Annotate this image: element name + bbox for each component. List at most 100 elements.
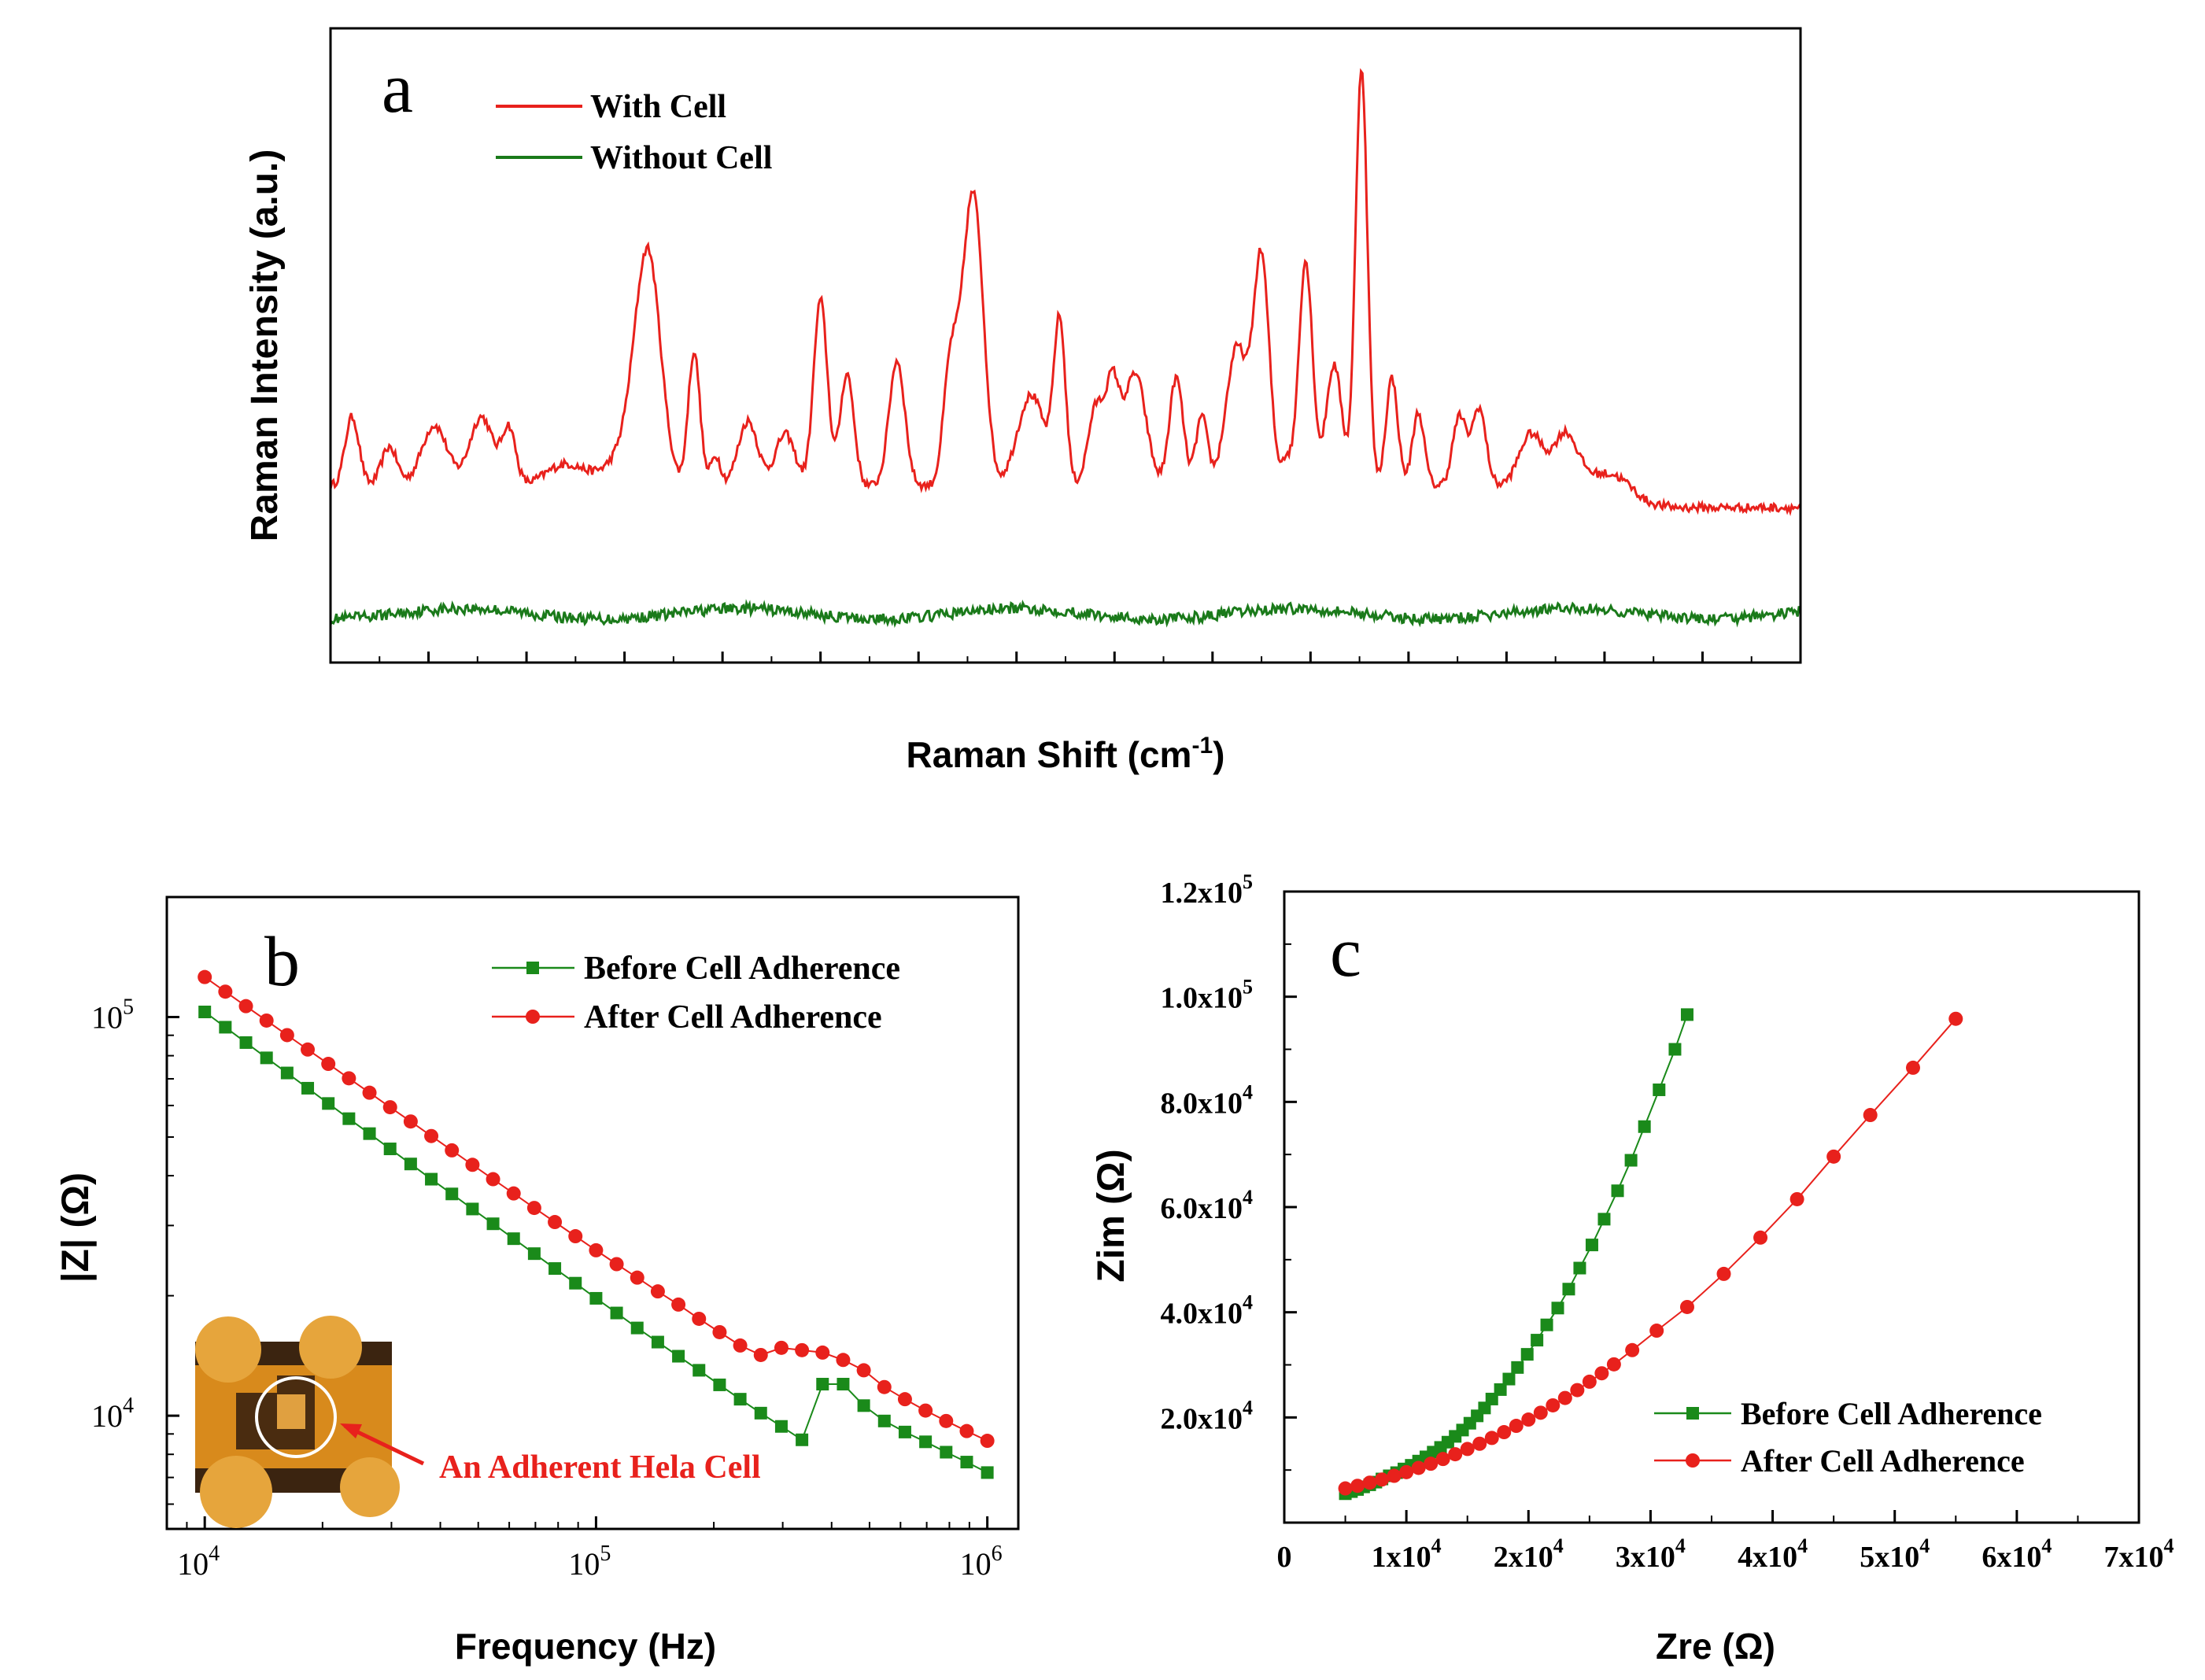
series-c-after-point (1594, 1366, 1609, 1381)
panel-a-y-axis-label: Raman Intensity (a.u.) (244, 150, 286, 542)
series-b-after-point (424, 1128, 439, 1143)
series-b-before-point (774, 1420, 788, 1433)
legend-b-before-marker (526, 962, 539, 974)
y-tick-label-c-exp: 5 (1243, 870, 1253, 893)
inset-electrode-bottom-right (340, 1457, 400, 1517)
series-c-after-point (1582, 1374, 1597, 1389)
x-tick-label-c-mant: 7x10 (2104, 1541, 2164, 1574)
y-tick-label-b-exp: 4 (123, 1394, 134, 1418)
series-b-before-point (693, 1364, 706, 1377)
series-c-after-point (1753, 1230, 1768, 1245)
series-c-after-point (1387, 1468, 1402, 1483)
series-b-before-point (919, 1435, 933, 1449)
series-c-after-point (1625, 1342, 1640, 1357)
x-tick-label-b-0: 104 (177, 1542, 220, 1582)
y-tick-label-c-mant: 1.2x10 (1161, 877, 1243, 910)
x-tick-label-c-mant: 4x10 (1738, 1541, 1797, 1574)
series-b-after-point (279, 1028, 294, 1043)
series-b-after-point (630, 1270, 645, 1285)
series-c-after-point (1399, 1464, 1414, 1479)
series-b-before-point (219, 1021, 232, 1034)
y-tick-label-b-base: 10 (91, 1000, 123, 1036)
panel-b-legend: Before Cell Adherence After Cell Adheren… (492, 951, 900, 1036)
panel-a-x-axis-label-main: Raman Shift (cm (907, 734, 1192, 775)
y-tick-label-c-mant: 8.0x10 (1161, 1087, 1243, 1120)
y-tick-label-c-exp: 4 (1243, 1291, 1253, 1314)
series-b-before-point (527, 1247, 541, 1261)
inset-hela-cell (277, 1394, 305, 1429)
x-tick-label-b-exp: 6 (992, 1542, 1003, 1566)
series-b-after-point (795, 1342, 810, 1357)
series-b-before-point (301, 1081, 315, 1095)
legend-c-after-label: After Cell Adherence (1741, 1443, 2025, 1479)
inset-electrode-top-left (195, 1316, 261, 1383)
x-tick-label-c-mant: 6x10 (1982, 1541, 2041, 1574)
panel-b-y-axis-label: |Z| (Ω) (55, 1172, 97, 1283)
panel-c-legend: Before Cell Adherence After Cell Adheren… (1654, 1396, 2042, 1479)
series-c-after-point (1362, 1475, 1377, 1490)
series-c-after-point (1679, 1299, 1694, 1314)
series-b-after-point (897, 1392, 912, 1407)
y-tick-label-c-mant: 6.0x10 (1161, 1192, 1243, 1225)
y-tick-label-c-exp: 4 (1243, 1186, 1253, 1209)
panel-a-letter: a (382, 50, 413, 127)
series-b-after-point (382, 1100, 397, 1115)
series-c-before-point (1551, 1302, 1564, 1315)
series-b-after-point (774, 1340, 789, 1355)
series-b-before-point (260, 1051, 273, 1065)
panel-b-frame (165, 895, 1020, 1530)
x-tick-label-b-base: 10 (568, 1546, 600, 1582)
series-b-after-point (815, 1345, 830, 1360)
legend-c-after-marker (1686, 1453, 1700, 1468)
series-b-after-point (486, 1172, 500, 1187)
series-b-after-point (712, 1324, 727, 1339)
series-b-after-point (671, 1297, 686, 1312)
series-b-before-point (733, 1393, 747, 1406)
series-c-after-point (1649, 1324, 1664, 1338)
series-c-after-point (1424, 1457, 1439, 1471)
x-tick-label-c-3: 3x104 (1616, 1534, 1686, 1574)
x-tick-label-c-2: 2x104 (1494, 1534, 1564, 1574)
series-without-cell-line (329, 599, 1802, 628)
series-b-before-point (816, 1378, 829, 1391)
series-b-after-point (321, 1057, 336, 1072)
series-c-after-point (1497, 1425, 1512, 1440)
panel-a-x-axis-label-end: ) (1213, 734, 1224, 775)
x-tick-label-c-4: 4x104 (1738, 1534, 1808, 1574)
series-c-before-point (1668, 1043, 1682, 1056)
inset-electrode-gap (236, 1375, 315, 1449)
series-c-after-point (1826, 1149, 1841, 1164)
series-c-before-point (1562, 1283, 1575, 1296)
series-b-after-point (877, 1379, 892, 1394)
x-tick-label-c-mant: 2x10 (1494, 1541, 1553, 1574)
series-b-before-point (940, 1446, 953, 1459)
series-c-before-point (1494, 1383, 1507, 1396)
series-b-after-point (692, 1311, 707, 1326)
series-c-after-point (1338, 1481, 1353, 1496)
series-c-after-point (1448, 1447, 1463, 1462)
series-b-before-point (466, 1202, 479, 1216)
series-b-after-point (259, 1013, 274, 1028)
series-c-after-point (1484, 1431, 1499, 1446)
series-b-after-point (753, 1347, 768, 1362)
x-tick-label-c-exp: 4 (2041, 1534, 2052, 1557)
series-b-before-point (569, 1276, 582, 1290)
series-c-before-point (1531, 1334, 1544, 1347)
series-b-after-point (733, 1338, 748, 1353)
series-c-before-point (1573, 1261, 1586, 1275)
panel-c-y-axis-label: Zim (Ω) (1091, 1149, 1132, 1282)
series-b-after-point (836, 1353, 851, 1368)
x-tick-label-c-6: 6x104 (1982, 1534, 2052, 1574)
y-tick-label-c-1: 4.0x104 (1161, 1291, 1254, 1331)
series-b-after-point (548, 1215, 563, 1230)
series-b-before-point (630, 1321, 644, 1335)
series-with-cell-line (329, 68, 1802, 516)
series-c-before-point (1611, 1184, 1624, 1198)
series-b-after-point (568, 1229, 583, 1244)
x-tick-label-c-exp: 4 (1553, 1534, 1564, 1557)
series-c-after-point (1411, 1460, 1426, 1475)
x-tick-label-c-mant: 1x10 (1372, 1541, 1431, 1574)
series-b-before-point (877, 1414, 891, 1427)
series-c-before-point (1638, 1120, 1651, 1133)
